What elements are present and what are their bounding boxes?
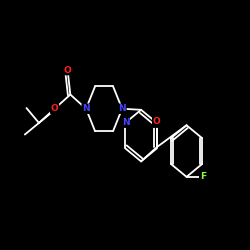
Text: O: O <box>153 117 161 126</box>
Text: F: F <box>200 172 206 181</box>
Text: N: N <box>82 104 90 113</box>
Text: N: N <box>122 118 129 127</box>
Text: N: N <box>118 104 126 113</box>
Text: O: O <box>64 66 72 74</box>
Text: O: O <box>51 104 58 113</box>
Text: N: N <box>153 118 160 127</box>
